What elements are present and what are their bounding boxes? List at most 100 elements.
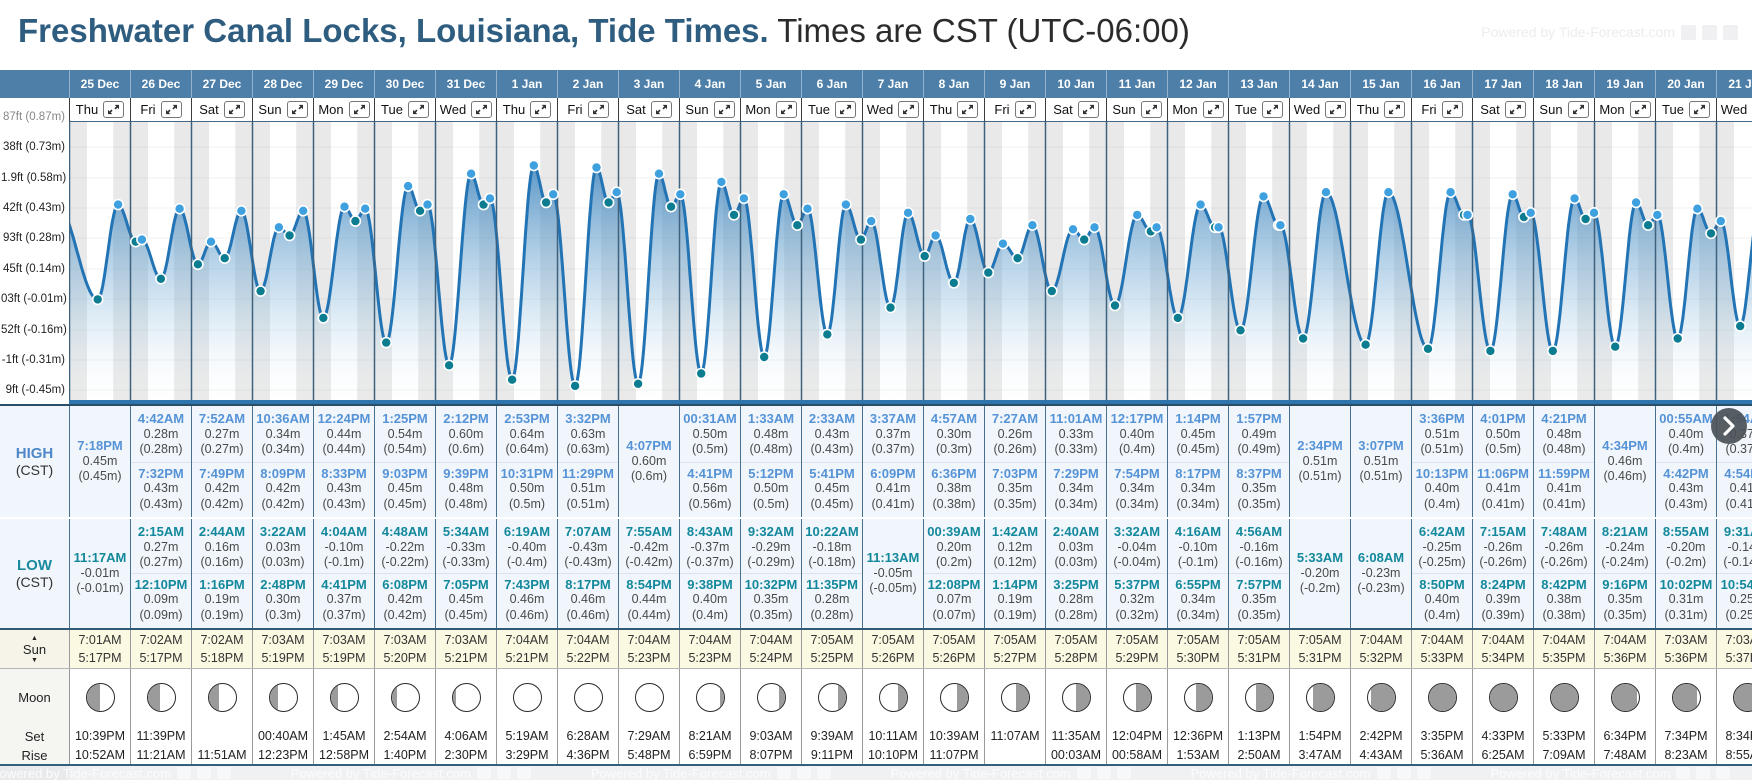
date-header-cell[interactable]: 11 Jan xyxy=(1106,70,1167,98)
tide-height-alt: (0.38m) xyxy=(1542,607,1586,622)
date-header-cell[interactable]: 14 Jan xyxy=(1289,70,1350,98)
tide-height-alt: (0.34m) xyxy=(1054,496,1098,511)
tide-time: 5:12PM xyxy=(748,465,794,481)
date-header-cell[interactable]: 8 Jan xyxy=(923,70,984,98)
sunset-time: 5:34PM xyxy=(1481,651,1525,665)
expand-day-button[interactable] xyxy=(1567,101,1589,118)
sun-times-cell: 7:04AM 5:36PM xyxy=(1594,630,1655,668)
expand-day-button[interactable] xyxy=(713,101,735,118)
weekday-cell: Mon xyxy=(1594,98,1655,122)
expand-day-button[interactable] xyxy=(223,101,245,118)
date-header-cell[interactable]: 13 Jan xyxy=(1228,70,1289,98)
tide-height-alt: (0.43m) xyxy=(322,496,366,511)
date-header-cell[interactable]: 6 Jan xyxy=(801,70,862,98)
low-tide-entry: 6:19AM -0.40m (-0.4m) xyxy=(497,524,557,571)
tide-height: 0.49m xyxy=(1241,426,1277,441)
date-header-cell[interactable]: 17 Jan xyxy=(1472,70,1533,98)
expand-day-button[interactable] xyxy=(1629,101,1651,118)
expand-day-button[interactable] xyxy=(957,101,979,118)
moonset-time: 4:06AM xyxy=(435,726,496,746)
moonset-time: 12:36PM xyxy=(1167,726,1228,746)
expand-day-button[interactable] xyxy=(834,101,856,118)
weekday-cell: Sun xyxy=(679,98,740,122)
weekday-label: Mon xyxy=(745,102,771,117)
moon-cell xyxy=(1350,669,1411,726)
expand-day-button[interactable] xyxy=(1325,101,1347,118)
date-header-cell[interactable]: 31 Dec xyxy=(435,70,496,98)
tide-height-alt: (0.4m) xyxy=(1667,442,1705,456)
tide-time: 6:08AM xyxy=(1357,550,1405,566)
date-header-cell[interactable]: 18 Jan xyxy=(1533,70,1594,98)
sun-row: ▲ Sun ▼ 7:01AM 5:17PM 7:02AM 5:17PM 7:02AM 5:… xyxy=(0,628,1752,669)
low-tide-entry: 8:55AM -0.20m (-0.2m) xyxy=(1656,524,1716,571)
date-header-cell[interactable]: 2 Jan xyxy=(557,70,618,98)
sun-times-cell: 7:01AM 5:17PM xyxy=(69,630,130,668)
expand-day-button[interactable] xyxy=(1140,101,1162,118)
expand-day-button[interactable] xyxy=(103,101,125,118)
expand-day-button[interactable] xyxy=(471,101,493,118)
expand-day-button[interactable] xyxy=(1384,101,1406,118)
high-tide-cell: 3:37AM 0.37m (0.37m) 6:09PM 0.41m (0.41m) xyxy=(862,406,923,517)
date-header-cell[interactable]: 19 Jan xyxy=(1594,70,1655,98)
date-header-cell[interactable]: 21 Jan xyxy=(1716,70,1752,98)
date-header-cell[interactable]: 28 Dec xyxy=(252,70,313,98)
moonset-time: 9:39AM xyxy=(801,726,862,746)
expand-day-button[interactable] xyxy=(286,101,308,118)
expand-day-button[interactable] xyxy=(1261,101,1283,118)
tide-chart-plot xyxy=(56,122,1752,404)
moonrise-time: 1:40PM xyxy=(374,746,435,764)
date-header-cell[interactable]: 7 Jan xyxy=(862,70,923,98)
low-tide-entry: 4:04AM -0.10m (-0.1m) xyxy=(314,524,374,571)
tide-height: 0.34m xyxy=(1180,481,1216,495)
date-header-cell[interactable]: 10 Jan xyxy=(1045,70,1106,98)
expand-day-button[interactable] xyxy=(1688,101,1710,118)
tide-time: 7:48AM xyxy=(1540,524,1588,539)
date-header-cell[interactable]: 26 Dec xyxy=(130,70,191,98)
expand-day-button[interactable] xyxy=(407,101,429,118)
expand-day-button[interactable] xyxy=(650,101,672,118)
footer-corner xyxy=(0,766,69,780)
low-tide-cell: 3:32AM -0.04m (-0.04m) 5:37PM 0.32m (0.32m) xyxy=(1106,519,1167,628)
sunset-icon: ▼ xyxy=(31,656,38,664)
date-header-cell[interactable]: 29 Dec xyxy=(313,70,374,98)
expand-day-button[interactable] xyxy=(530,101,552,118)
expand-day-button[interactable] xyxy=(1202,101,1224,118)
weekday-cell: Thu xyxy=(69,98,130,122)
tide-height-alt: (0.35m) xyxy=(1237,496,1281,511)
expand-day-button[interactable] xyxy=(898,101,920,118)
date-header-cell[interactable]: 25 Dec xyxy=(69,70,130,98)
expand-day-button[interactable] xyxy=(1077,101,1099,118)
moon-phase-icon xyxy=(817,683,847,712)
date-header-cell[interactable]: 5 Jan xyxy=(740,70,801,98)
expand-day-button[interactable] xyxy=(160,101,182,118)
expand-day-button[interactable] xyxy=(587,101,609,118)
date-header-cell[interactable]: 20 Jan xyxy=(1655,70,1716,98)
date-header-cell[interactable]: 16 Jan xyxy=(1411,70,1472,98)
moon-cell xyxy=(1533,669,1594,726)
date-header-cell[interactable]: 15 Jan xyxy=(1350,70,1411,98)
tide-time: 11:06PM xyxy=(1476,465,1530,481)
date-header-cell[interactable]: 12 Jan xyxy=(1167,70,1228,98)
expand-day-button[interactable] xyxy=(1441,101,1463,118)
date-header-cell[interactable]: 9 Jan xyxy=(984,70,1045,98)
expand-day-button[interactable] xyxy=(1504,101,1526,118)
tide-time: 3:32AM xyxy=(1113,524,1161,539)
expand-day-button[interactable] xyxy=(348,101,370,118)
date-header-cell[interactable]: 1 Jan xyxy=(496,70,557,98)
date-header-cell[interactable]: 3 Jan xyxy=(618,70,679,98)
low-tide-entry: 10:32PM 0.35m (0.35m) xyxy=(741,572,801,624)
tide-height-alt: (0.27m) xyxy=(200,442,244,456)
next-days-button[interactable] xyxy=(1711,408,1747,444)
date-header-cell[interactable]: 4 Jan xyxy=(679,70,740,98)
tide-time: 8:24PM xyxy=(1480,576,1526,592)
expand-day-button[interactable] xyxy=(775,101,797,118)
date-header-cell[interactable]: 27 Dec xyxy=(191,70,252,98)
date-header-cell[interactable]: 30 Dec xyxy=(374,70,435,98)
expand-day-button[interactable] xyxy=(1014,101,1036,118)
sun-times-cell: 7:04AM 5:35PM xyxy=(1533,630,1594,668)
tide-height-alt: (0.46m) xyxy=(566,607,610,622)
tide-height: 0.46m xyxy=(570,592,606,606)
moonset-time: 6:34PM xyxy=(1594,726,1655,746)
moonset-row-label: Set xyxy=(0,726,69,746)
